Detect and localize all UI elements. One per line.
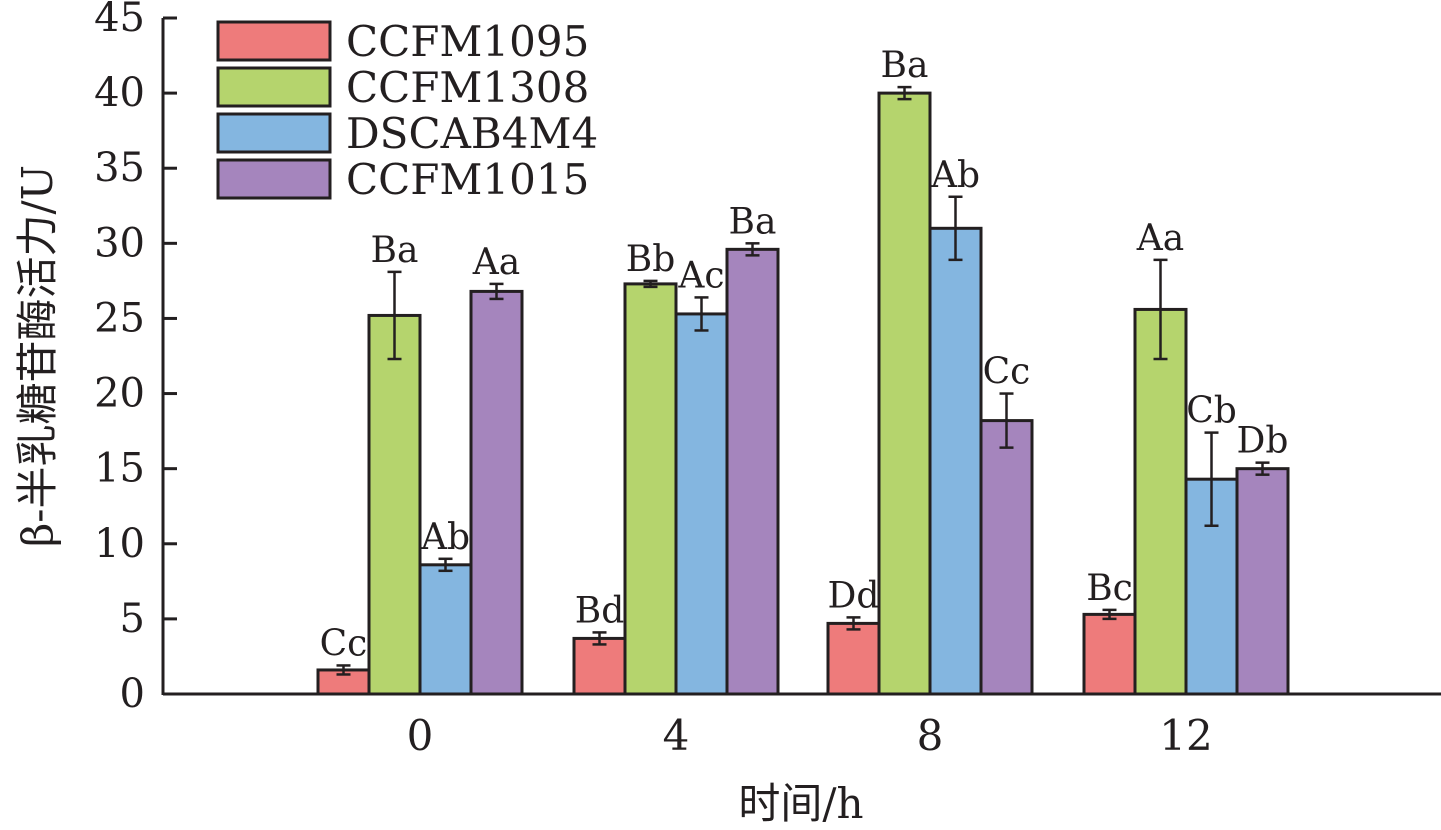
y-tick-label: 15 <box>94 446 145 492</box>
axes-layer <box>161 18 1441 696</box>
y-tick-label: 35 <box>94 145 145 191</box>
legend-swatch <box>216 20 332 62</box>
significance-label: Ab <box>930 155 980 196</box>
error-bar <box>694 296 709 332</box>
y-tick-label: 20 <box>94 371 145 417</box>
bar-CCFM1015-4 <box>725 247 780 696</box>
y-tick-label: 0 <box>120 671 145 717</box>
bar-DSCAB4M4-4 <box>674 312 729 696</box>
bar-DSCAB4M4-8 <box>928 226 983 696</box>
significance-label: Aa <box>1136 218 1184 259</box>
legend-item: CCFM1015 <box>216 155 589 204</box>
significance-label: Cc <box>320 623 368 664</box>
x-tick-label: 0 <box>407 711 434 760</box>
bars-layer <box>316 91 1290 696</box>
significance-label: Aa <box>472 242 520 283</box>
bar-CCFM1308-12 <box>1133 307 1188 696</box>
y-tick-label: 30 <box>94 220 145 266</box>
y-tick-label: 5 <box>120 596 145 642</box>
significance-label: Ba <box>371 230 419 271</box>
bar-CCFM1015-12 <box>1235 467 1290 696</box>
legend-swatch <box>216 112 332 154</box>
y-tick-label: 40 <box>94 70 145 116</box>
error-bar <box>745 242 760 257</box>
significance-label: Bb <box>626 239 676 280</box>
error-bar <box>897 85 912 101</box>
x-axis-label: 时间/h <box>738 779 863 828</box>
significance-label: Cb <box>1186 391 1237 432</box>
error-bar <box>336 664 351 676</box>
legend-label: DSCAB4M4 <box>346 109 598 158</box>
significance-label: Db <box>1237 421 1289 462</box>
y-ticks-layer: 0 5 10 15 20 25 30 35 40 45 <box>94 0 177 717</box>
x-tick-label: 4 <box>663 711 690 760</box>
significance-label: Ba <box>881 45 929 86</box>
legend-item: CCFM1095 <box>216 17 589 66</box>
x-tick-label: 12 <box>1159 711 1212 760</box>
error-bar <box>489 282 504 301</box>
error-bar <box>387 270 402 361</box>
significance-label: Bd <box>575 590 625 631</box>
error-bar <box>948 195 963 262</box>
bar-CCFM1308-0 <box>367 313 422 696</box>
significance-label: Bc <box>1086 568 1133 609</box>
legend-label: CCFM1015 <box>346 155 589 204</box>
bar-CCFM1308-8 <box>877 91 932 696</box>
legend-swatch <box>216 158 332 200</box>
y-tick-label: 25 <box>94 295 145 341</box>
legend-item: DSCAB4M4 <box>216 109 598 158</box>
bar-CCFM1015-8 <box>979 419 1034 696</box>
bar-DSCAB4M4-0 <box>418 563 473 696</box>
bar-CCFM1095-12 <box>1082 612 1137 696</box>
x-ticks-layer: 0 4 8 12 <box>407 711 1213 760</box>
significance-label: Cc <box>983 352 1031 393</box>
significance-label: Ba <box>729 201 777 242</box>
significance-label: Ac <box>677 255 724 296</box>
significance-label: Dd <box>828 575 880 616</box>
y-tick-label: 45 <box>94 0 145 41</box>
significance-label: Ab <box>420 517 470 558</box>
error-bar <box>846 616 861 631</box>
bar-CCFM1095-4 <box>572 636 627 696</box>
legend-label: CCFM1095 <box>346 17 589 66</box>
error-bar <box>999 392 1014 449</box>
error-bar <box>643 279 658 289</box>
error-bar <box>1153 258 1168 361</box>
error-bar <box>592 631 607 646</box>
bar-CCFM1015-0 <box>469 289 524 696</box>
y-tick-label: 10 <box>94 521 145 567</box>
legend-swatch <box>216 66 332 108</box>
error-bar <box>1102 608 1117 621</box>
x-tick-label: 8 <box>917 711 944 760</box>
legend-label: CCFM1308 <box>346 63 589 112</box>
y-axis-label: β-半乳糖苷酶活力/U <box>13 165 62 547</box>
error-bar <box>1255 461 1270 476</box>
significance-labels-layer: Cc Bd Dd Bc Ba Bb Ba Aa Ab Ac Ab Cb Aa Ba Cc Db <box>320 45 1289 664</box>
error-bars-layer <box>336 85 1270 676</box>
bar-CCFM1095-8 <box>826 621 881 696</box>
legend-item: CCFM1308 <box>216 63 589 112</box>
error-bar <box>1204 431 1219 528</box>
bar-CCFM1308-4 <box>623 282 678 696</box>
error-bar <box>438 557 453 573</box>
